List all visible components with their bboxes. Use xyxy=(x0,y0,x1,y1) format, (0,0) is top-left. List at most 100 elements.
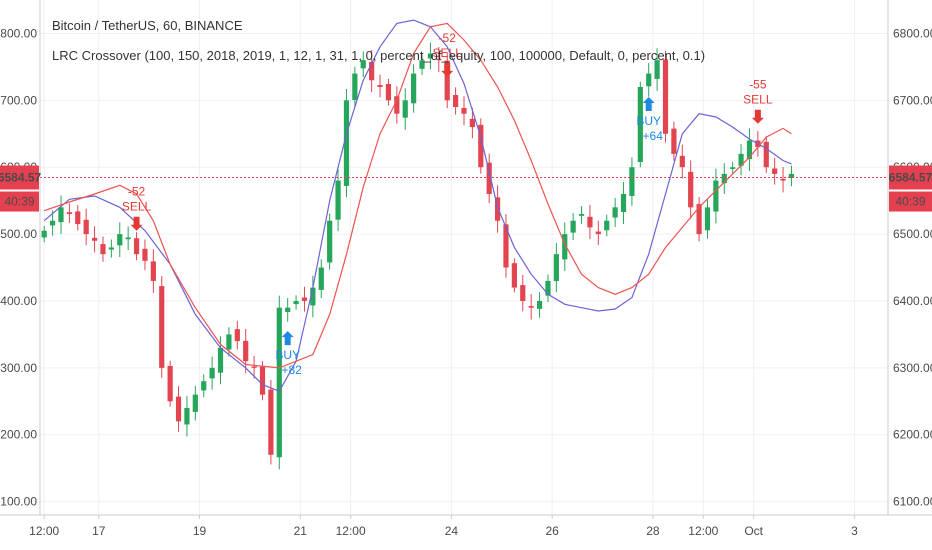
y-tick-label-right: 6700.00 xyxy=(893,93,932,107)
candle-body xyxy=(662,59,669,134)
countdown-label-left: 40:39 xyxy=(4,195,34,209)
x-tick-label: 24 xyxy=(445,524,459,538)
indicator-lines xyxy=(40,19,888,393)
sell-label: SELL xyxy=(433,46,463,60)
candle-body xyxy=(301,297,308,301)
candle-body xyxy=(49,220,56,226)
candle-body xyxy=(209,367,215,379)
candle-body xyxy=(528,305,534,308)
y-tick-label-left: 6800.00 xyxy=(0,26,37,40)
candle-body xyxy=(713,180,719,212)
candle-body xyxy=(352,73,358,100)
candle-body xyxy=(66,212,72,215)
y-tick-label-right: 6100.00 xyxy=(893,495,932,509)
candle-body xyxy=(201,381,207,391)
candle-body xyxy=(175,396,182,422)
candle-body xyxy=(310,287,316,306)
candle-body xyxy=(536,300,543,309)
candle-body xyxy=(327,220,333,263)
sell-arrow xyxy=(130,216,143,231)
x-tick-label: 26 xyxy=(545,524,559,538)
candle-body xyxy=(469,118,475,128)
fast-regression-line xyxy=(43,19,792,393)
candle-body xyxy=(419,60,425,69)
symbol-title: Bitcoin / TetherUS, 60, BINANCE xyxy=(52,18,243,33)
buy-arrow xyxy=(281,331,294,346)
candle-body xyxy=(133,238,140,255)
y-tick-label-right: 6800.00 xyxy=(893,26,932,40)
candle-body xyxy=(679,155,685,168)
candle-body xyxy=(730,167,736,169)
candle-body xyxy=(545,280,551,296)
candle-body xyxy=(453,94,459,108)
x-tick-label: 12:00 xyxy=(29,524,59,538)
x-tick-label: 19 xyxy=(193,524,207,538)
y-tick-label-right: 6200.00 xyxy=(893,428,932,442)
y-tick-label-left: 6700.00 xyxy=(0,93,37,107)
x-tick-label: Oct xyxy=(744,524,763,538)
candle-body xyxy=(763,141,769,168)
candle-body xyxy=(335,180,341,220)
candle-body xyxy=(721,173,727,184)
last-price-label-right: 6584.57 xyxy=(889,171,932,185)
x-tick-label: 21 xyxy=(294,524,308,538)
candle-body xyxy=(486,162,492,194)
x-tick-label: 12:00 xyxy=(688,524,718,538)
countdown-badge-right xyxy=(889,191,932,212)
candle-body xyxy=(142,248,148,261)
candle-body xyxy=(184,407,190,425)
candle-body xyxy=(385,83,392,101)
sell-arrow xyxy=(441,62,454,77)
candle-body xyxy=(629,167,635,196)
candle-body xyxy=(553,254,559,282)
buy-profit: +64 xyxy=(643,129,664,143)
sell-arrow xyxy=(751,109,764,124)
buy-profit: +82 xyxy=(282,363,303,377)
candle-body xyxy=(637,86,643,163)
candle-body xyxy=(671,128,677,154)
y-tick-label-left: 6400.00 xyxy=(0,294,37,308)
countdown-badge-left xyxy=(0,191,39,212)
y-tick-label-right: 6300.00 xyxy=(893,361,932,375)
candlestick-series xyxy=(41,42,795,470)
candle-body xyxy=(108,247,114,250)
candle-body xyxy=(394,96,400,114)
candle-body xyxy=(318,267,324,290)
candle-body xyxy=(688,171,694,208)
x-tick-label: 17 xyxy=(92,524,106,538)
price-badge-right xyxy=(889,165,932,190)
candle-body xyxy=(444,60,450,101)
candle-body xyxy=(587,216,593,228)
price-badge-left xyxy=(0,165,39,190)
candle-body xyxy=(595,231,601,235)
candle-body xyxy=(520,285,526,301)
chart-axes: 6100.00 6100.00 6200.00 6200.00 6300.00 6300.… xyxy=(0,0,932,538)
candle-body xyxy=(259,366,266,395)
candle-body xyxy=(243,340,249,362)
buy-arrow xyxy=(642,96,655,111)
candle-body xyxy=(285,307,291,313)
last-price-label-left: 6584.57 xyxy=(0,171,42,185)
candle-body xyxy=(696,204,702,235)
candle-body xyxy=(343,100,350,186)
sell-profit: -52 xyxy=(439,31,457,45)
x-tick-label: 12:00 xyxy=(336,524,366,538)
candle-body xyxy=(578,214,585,216)
candle-body xyxy=(503,224,509,268)
candle-body xyxy=(226,334,232,350)
candle-body xyxy=(83,219,89,235)
candle-body xyxy=(293,300,299,305)
countdown-label-right: 40:39 xyxy=(895,195,925,209)
y-tick-label-left: 6300.00 xyxy=(0,361,37,375)
candle-body xyxy=(436,58,442,61)
candle-body xyxy=(772,168,778,174)
y-tick-label-left: 6200.00 xyxy=(0,428,37,442)
candle-body xyxy=(511,263,517,288)
candle-body xyxy=(100,244,106,255)
chart-grid xyxy=(40,0,888,515)
candle-body xyxy=(604,220,610,231)
candle-body xyxy=(646,73,652,87)
buy-label: BUY xyxy=(275,348,300,362)
candle-body xyxy=(167,365,173,402)
